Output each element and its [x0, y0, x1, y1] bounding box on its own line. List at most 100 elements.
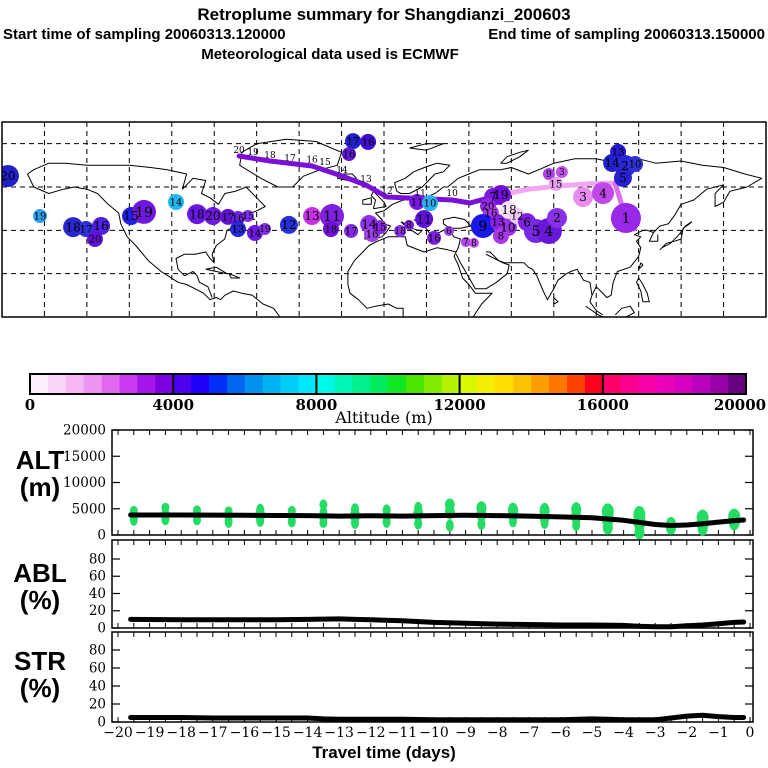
panel-ytick-label: 20	[89, 603, 106, 619]
map-cluster-label: 11	[411, 197, 424, 208]
colorbar-cell	[83, 374, 103, 394]
mean-line	[128, 616, 747, 630]
map-cluster-label: 16	[362, 137, 375, 148]
map-cluster-circle	[360, 133, 377, 150]
map-cluster-circle	[443, 225, 454, 236]
alt-cluster-dot	[477, 517, 486, 530]
map-cluster-label: 13	[612, 147, 625, 158]
xaxis-tick-label: −8	[487, 725, 508, 741]
colorbar-cell	[298, 374, 317, 394]
panel-ytick-label: 15000	[63, 449, 106, 465]
map-cluster-label: 7	[489, 190, 497, 204]
mean-line	[128, 512, 747, 528]
panel-frame	[111, 631, 754, 723]
str-label-text: STR	[14, 646, 66, 676]
map-cluster-circle	[341, 147, 356, 162]
xaxis-tick-label: −5	[582, 725, 603, 741]
colorbar-cell	[226, 374, 246, 394]
colorbar-cell	[674, 374, 693, 394]
map-cluster-circle	[320, 204, 345, 229]
colorbar-cell	[584, 374, 604, 394]
trajectory-day-label: 10	[446, 189, 458, 199]
map-cluster-label: 16	[485, 209, 498, 220]
colorbar-cell	[388, 374, 407, 394]
panel-ytick-label: 20	[89, 697, 106, 713]
coastline	[455, 253, 510, 290]
colorbar-cell	[638, 374, 657, 394]
map-cluster-circle	[409, 193, 426, 210]
panel-ytick-label: 40	[89, 679, 106, 695]
coastline	[370, 190, 387, 210]
map-cluster-circle	[322, 221, 339, 238]
map-cluster-circle	[415, 210, 434, 229]
colorbar-cell	[65, 374, 85, 394]
map-cluster-label: 9	[478, 219, 487, 235]
map-cluster-circle	[613, 168, 632, 187]
colorbar-cell	[531, 374, 550, 394]
map-cluster-circle	[542, 168, 555, 180]
coastline	[239, 138, 343, 188]
alt-cluster-dot	[572, 519, 581, 532]
map-cluster-label: 18	[325, 225, 338, 236]
map-cluster-label: 3	[579, 190, 587, 204]
map-cluster-label: 5	[531, 224, 540, 240]
alt-cluster-dot	[382, 515, 391, 528]
str-unit-text: (%)	[19, 673, 61, 703]
map-cluster-label: 14	[170, 197, 183, 208]
colorbar-cell	[30, 374, 49, 394]
trajectory-day-label: 14	[336, 166, 348, 176]
map-cluster-circle	[492, 227, 509, 244]
map-cluster-circle	[86, 231, 103, 247]
coastline	[442, 216, 472, 229]
colorbar-cell	[710, 374, 729, 394]
colorbar-cell	[316, 374, 335, 394]
panel-ytick-label: 60	[89, 569, 106, 585]
alt-cluster-dot	[602, 520, 613, 535]
map-cluster-label: 19	[493, 188, 508, 202]
colorbar-cell	[656, 374, 675, 394]
xaxis-tick-label: −19	[135, 725, 165, 741]
map-cluster-circle	[2, 164, 19, 187]
map-cluster-label: 17	[80, 225, 93, 236]
coastline	[362, 197, 372, 205]
map-cluster-label: 14	[249, 228, 262, 239]
trajectory-day-label: 13	[360, 175, 372, 185]
trajectory-line	[236, 153, 498, 206]
coastline	[453, 251, 493, 317]
map-cluster-label: 17	[345, 226, 358, 237]
colorbar-cell	[119, 374, 138, 394]
map-cluster-label: 3	[559, 168, 565, 178]
abl-unit-text: (%)	[19, 585, 61, 615]
map-cluster-label: 13	[304, 209, 319, 223]
map-cluster-label: 18	[65, 220, 80, 234]
coastline	[585, 305, 603, 317]
colorbar-cell	[728, 374, 747, 394]
colorbar-cell	[567, 374, 586, 394]
xaxis-tick-label: −4	[613, 725, 634, 741]
map-cluster-circle	[627, 156, 644, 173]
trajectory-day-label: 12	[381, 187, 392, 197]
trajectory-day-label: 15	[319, 158, 331, 168]
map-cluster-circle	[490, 185, 511, 206]
xaxis-tick-label: −3	[645, 725, 666, 741]
end-time-label: End time of sampling 20060313.150000	[488, 26, 765, 43]
sampling-time-row: Start time of sampling 20060313.120000 E…	[0, 26, 768, 43]
map-cluster-circle	[92, 217, 111, 235]
map-cluster-circle	[460, 237, 471, 248]
colorbar-tick-label: 8000	[296, 396, 338, 414]
xaxis-tick-label: −11	[388, 725, 418, 741]
map-cluster-label: 15	[242, 212, 254, 222]
colorbar-cell	[549, 374, 568, 394]
alt-cluster-dot	[193, 515, 201, 526]
colorbar-cell	[423, 374, 443, 394]
coastline	[636, 277, 650, 303]
xaxis-tick-label: −14	[293, 725, 323, 741]
colorbar-cell	[262, 374, 282, 394]
map-cluster-label: 10	[424, 199, 437, 210]
coastline	[228, 273, 241, 279]
start-time-label: Start time of sampling 20060313.120000	[3, 26, 286, 43]
coastline	[27, 173, 221, 301]
panel-ytick-label: 80	[89, 643, 106, 659]
map-cluster-circle	[548, 176, 563, 191]
